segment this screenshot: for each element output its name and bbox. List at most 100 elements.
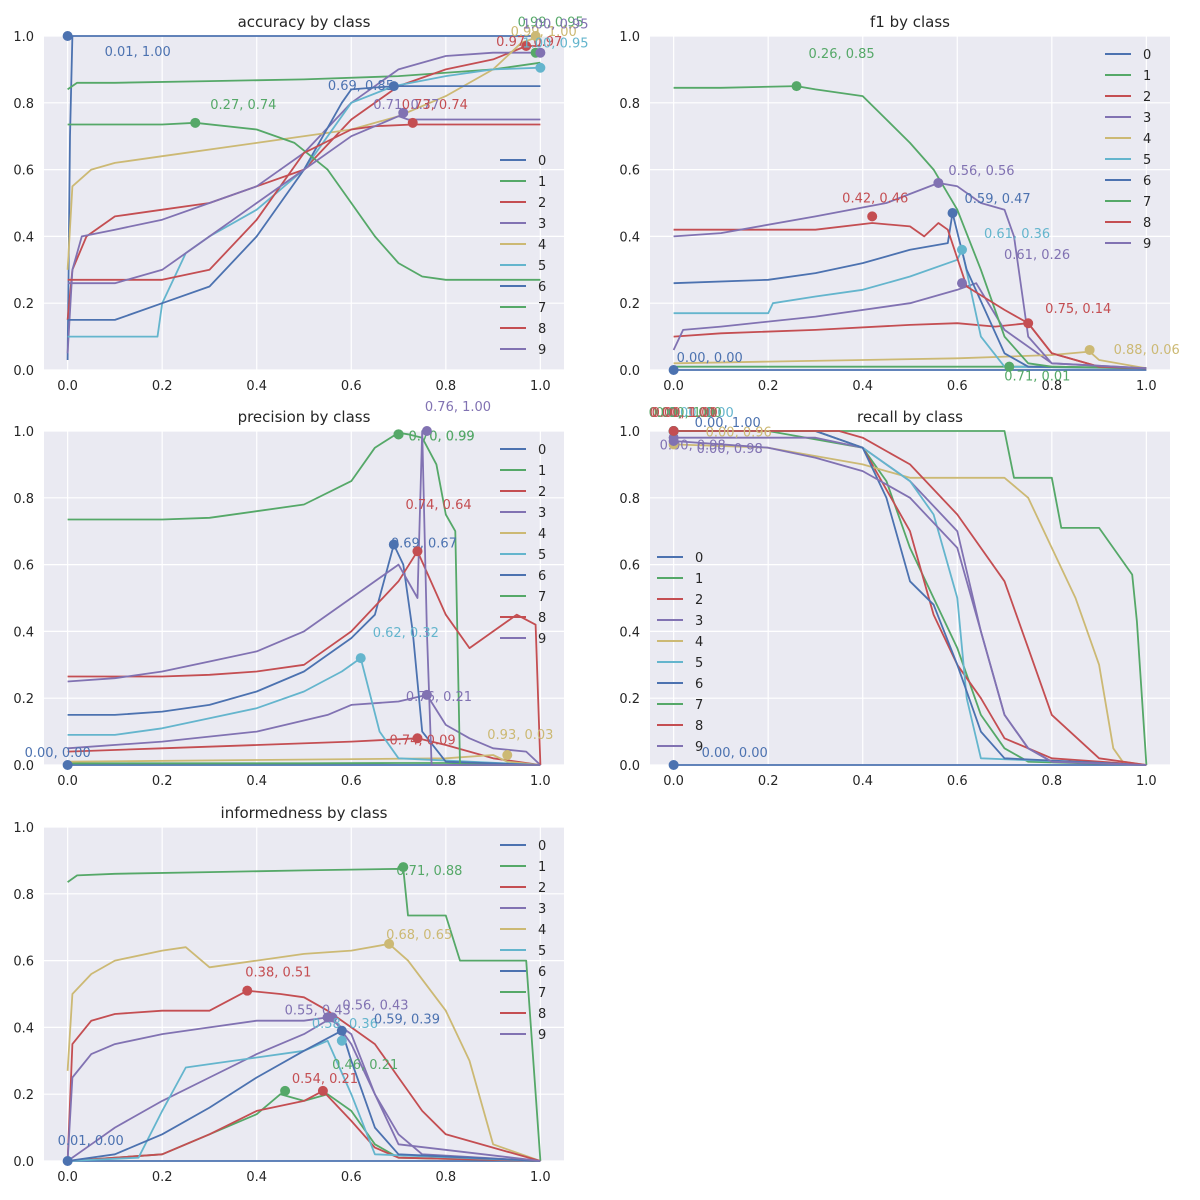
best-point-marker	[947, 208, 958, 219]
legend-entry-label: 3	[538, 506, 546, 521]
best-point-marker	[867, 211, 878, 222]
legend-entry-label: 3	[538, 902, 546, 917]
y-tick-label: 0.4	[619, 230, 640, 245]
y-tick-label: 0.4	[619, 625, 640, 640]
legend-entry-label: 5	[538, 548, 546, 563]
legend-entry-label: 5	[695, 656, 703, 671]
series-group	[66, 35, 541, 361]
point-annotation: 0.00, 1.00	[652, 406, 718, 421]
x-tick-label: 0.2	[152, 774, 173, 789]
series-line-6	[67, 1029, 541, 1162]
best-point-marker	[421, 689, 432, 700]
legend-entry-label: 2	[538, 881, 546, 896]
legend-entry-label: 5	[538, 259, 546, 274]
legend-entry-label: 8	[695, 719, 703, 734]
y-tick-label: 0.6	[13, 955, 34, 970]
best-point-marker	[388, 81, 399, 92]
x-tick-label: 1.0	[530, 1170, 551, 1185]
x-tick-label: 0.0	[57, 379, 78, 394]
point-annotation: 0.01, 1.00	[105, 45, 171, 60]
legend-entry-label: 4	[695, 635, 703, 650]
best-point-marker	[388, 539, 399, 550]
plot-area	[44, 827, 564, 1161]
plot-area	[650, 36, 1170, 370]
series-line-9	[66, 1016, 541, 1162]
best-point-marker	[407, 117, 418, 128]
point-annotation: 0.54, 0.21	[292, 1072, 358, 1087]
series-line-4	[67, 754, 541, 766]
point-annotation: 0.38, 0.51	[245, 966, 311, 981]
series-line-5	[67, 66, 541, 338]
legend-entry-label: 0	[538, 154, 546, 169]
y-tick-label: 0.2	[13, 1088, 34, 1103]
best-point-marker	[668, 426, 679, 436]
y-tick-label: 0.8	[13, 888, 34, 903]
y-tick-label: 0.6	[13, 164, 34, 179]
series-line-5	[67, 657, 541, 766]
point-annotation: 0.00, 1.00	[649, 406, 715, 421]
x-tick-label: 0.8	[435, 379, 456, 394]
point-annotation: 0.00, 1.00	[650, 406, 716, 421]
y-tick-label: 0.0	[13, 1155, 34, 1170]
legend-entry-label: 9	[1143, 237, 1151, 252]
x-tick-label: 0.2	[758, 774, 779, 789]
best-point-marker	[668, 365, 679, 375]
x-tick-label: 0.4	[246, 379, 267, 394]
best-point-marker	[957, 278, 967, 289]
x-tick-label: 0.4	[246, 774, 267, 789]
point-annotation: 0.70, 0.99	[409, 429, 475, 444]
best-point-marker	[933, 177, 944, 188]
best-point-marker	[355, 653, 366, 664]
point-annotation: 1.00, 0.95	[522, 18, 588, 33]
legend-entry-label: 9	[538, 632, 546, 647]
legend-entry-label: 3	[1143, 111, 1151, 126]
chart-panel-1: 0.0 0.2 0.4 0.6 0.8 1.0 0.0 0.2 0.4 0.6 0.8 1.0 f1 b…	[619, 13, 1179, 394]
best-point-marker	[535, 47, 546, 58]
y-tick-label: 0.8	[13, 97, 34, 112]
chart-panel-4: 0.0 0.2 0.4 0.6 0.8 1.0 0.0 0.2 0.4 0.6 0.8 1.0 info…	[13, 804, 564, 1185]
y-tick-label: 0.8	[619, 492, 640, 507]
x-tick-label: 0.4	[852, 379, 873, 394]
chart-title: accuracy by class	[238, 13, 371, 31]
point-annotation: 0.61, 0.26	[1004, 248, 1070, 263]
chart-panel-0: 0.0 0.2 0.4 0.6 0.8 1.0 0.0 0.2 0.4 0.6 0.8 1.0 accu…	[13, 13, 588, 394]
best-point-marker	[336, 1035, 347, 1046]
series-line-8	[66, 989, 541, 1162]
point-annotation: 0.56, 0.56	[948, 164, 1014, 179]
best-point-marker	[535, 62, 546, 73]
point-annotation: 0.97, 0.97	[496, 35, 562, 50]
legend-entry-label: 6	[538, 569, 546, 584]
legend: 0 1 2 3 4 5 6 7 8 9	[500, 443, 546, 647]
point-annotation: 0.26, 0.85	[809, 47, 875, 62]
point-annotation: 0.71, 0.77	[373, 98, 439, 113]
legend-entry-label: 7	[538, 590, 546, 605]
series-line-7	[67, 867, 542, 1162]
series-line-9	[67, 115, 541, 285]
legend: 0 1 2 3 4 5 6 7 8 9	[1105, 48, 1151, 252]
x-tick-label: 0.2	[152, 379, 173, 394]
y-tick-label: 0.2	[619, 297, 640, 312]
point-annotation: 0.88, 0.06	[1114, 343, 1180, 358]
point-annotation: 0.55, 0.43	[285, 1003, 351, 1018]
point-annotation: 0.68, 0.65	[386, 928, 452, 943]
best-point-marker	[317, 1085, 328, 1096]
x-tick-label: 0.8	[435, 1170, 456, 1185]
best-point-marker	[1004, 361, 1015, 372]
y-tick-label: 0.4	[13, 625, 34, 640]
legend-entry-label: 7	[538, 301, 546, 316]
legend-entry-label: 8	[538, 611, 546, 626]
legend-entry-label: 8	[1143, 216, 1151, 231]
point-annotation: 0.99, 0.95	[518, 16, 584, 31]
chart-panel-3: 0.0 0.2 0.4 0.6 0.8 1.0 0.0 0.2 0.4 0.6 0.8 1.0 reca…	[619, 406, 1170, 789]
y-tick-label: 0.0	[619, 759, 640, 774]
plot-area	[44, 431, 564, 765]
legend-entry-label: 2	[538, 485, 546, 500]
best-point-marker	[336, 1025, 347, 1036]
point-annotation: 0.00, 1.00	[668, 406, 734, 421]
series-line-2	[66, 45, 541, 320]
best-point-marker	[412, 546, 423, 557]
legend-entry-label: 5	[538, 944, 546, 959]
best-point-marker	[384, 938, 395, 949]
series-line-7	[673, 430, 1148, 766]
best-point-marker	[62, 760, 73, 770]
